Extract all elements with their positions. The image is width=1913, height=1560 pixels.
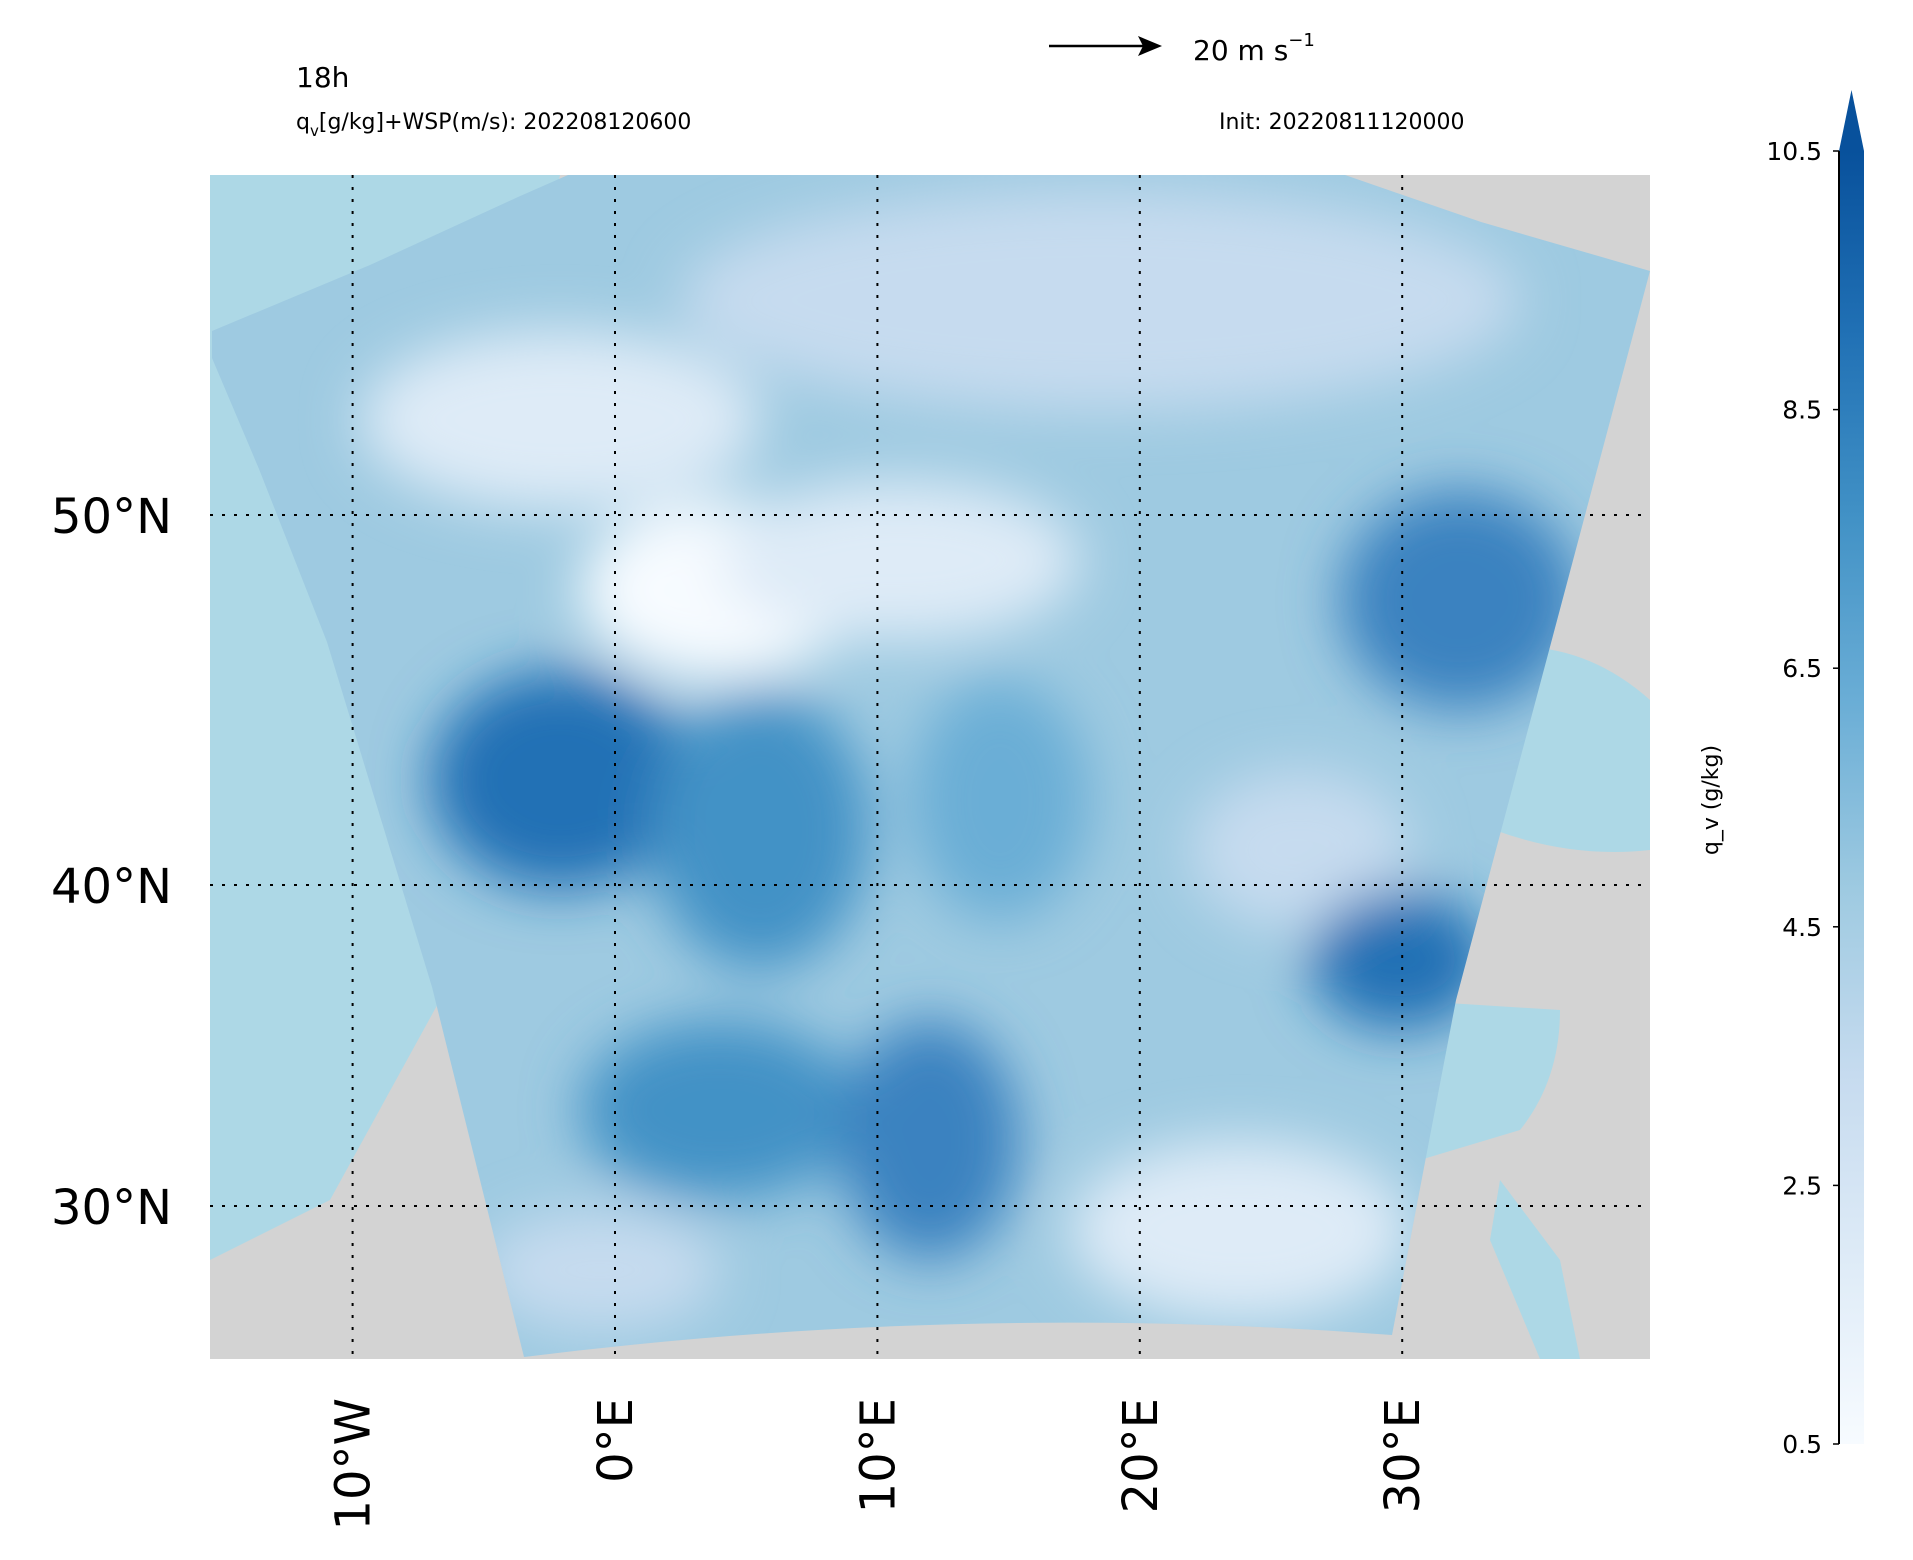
colorbar-tick-label: 0.5 [1782, 1430, 1822, 1459]
colorbar-tick-label: 8.5 [1782, 396, 1822, 425]
colorbar-label: q_v (g/kg) [1699, 745, 1724, 855]
init-time: Init: 20220811120000 [1219, 110, 1465, 135]
lat-label: 50°N [51, 489, 172, 545]
field-symbol: q [296, 110, 310, 135]
reference-vector: 20 m s−1 [1049, 30, 1315, 67]
forecast-lead: 18h [296, 61, 349, 94]
lon-label: 10°E [850, 1398, 906, 1513]
colorbar-tick-label: 4.5 [1782, 913, 1822, 942]
lat-label: 30°N [51, 1180, 172, 1236]
lat-label: 40°N [51, 859, 172, 915]
moisture-field [212, 175, 1650, 1357]
graticule [210, 175, 1650, 1359]
colorbar-tick-label: 2.5 [1782, 1171, 1822, 1200]
field-title: qv[g/kg]+WSP(m/s): 202208120600 [296, 110, 691, 140]
reference-arrow-head [1138, 36, 1162, 56]
lon-label: 20°E [1113, 1398, 1169, 1513]
lon-label: 30°E [1375, 1398, 1431, 1513]
reference-text: 20 m s−1 [1193, 30, 1315, 67]
reference-value: 20 m s [1193, 34, 1288, 67]
colorbar-tick-label: 6.5 [1782, 654, 1822, 683]
field-subscript: v [310, 122, 319, 140]
reference-exponent: −1 [1288, 30, 1315, 51]
lon-label: 10°W [326, 1398, 382, 1531]
lon-label: 0°E [588, 1398, 644, 1483]
colorbar-fill [1839, 151, 1864, 1444]
field-rest: [g/kg]+WSP(m/s): 202208120600 [319, 110, 692, 135]
colorbar: q_v (g/kg) 0.5 2.5 4.5 6.5 8.5 10.5 [1699, 90, 1864, 1459]
colorbar-extension [1839, 90, 1864, 151]
colorbar-tick-label: 10.5 [1766, 137, 1822, 166]
